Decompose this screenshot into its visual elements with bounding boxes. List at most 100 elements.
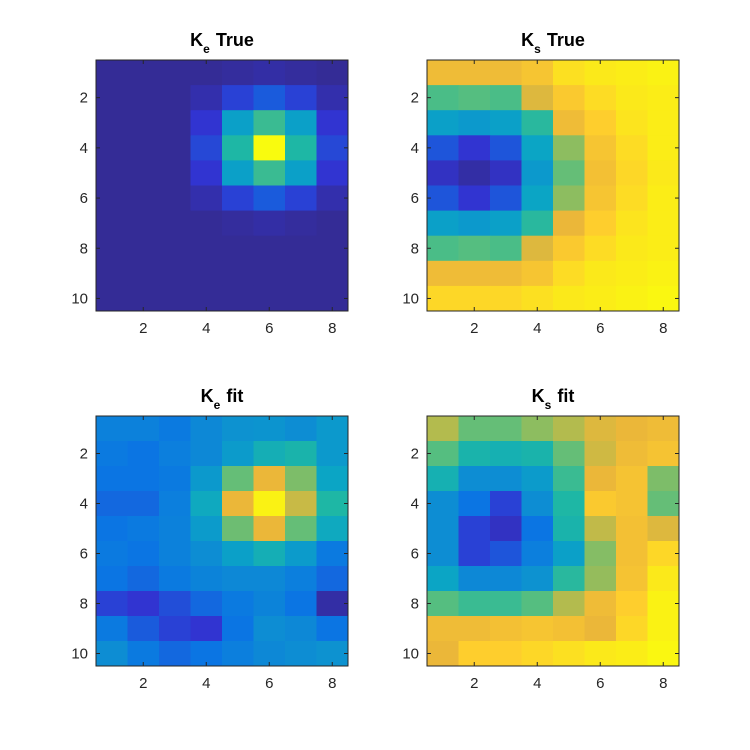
heatmap-cell <box>253 135 286 161</box>
heatmap-cell <box>553 210 585 237</box>
heatmap-cell <box>285 110 317 136</box>
heatmap-cell <box>490 416 522 442</box>
heatmap-cell <box>458 491 491 517</box>
heatmap-cell <box>458 235 491 262</box>
y-tick-label: 2 <box>80 90 88 107</box>
heatmap-cell <box>222 591 254 617</box>
heatmap-cell <box>521 60 554 86</box>
heatmap-cell <box>253 616 286 642</box>
heatmap-cell <box>584 466 617 492</box>
heatmap-cell <box>159 210 191 237</box>
heatmap-cell <box>159 160 191 186</box>
heatmap-cell <box>584 616 617 642</box>
heatmap-cell <box>222 235 254 262</box>
heatmap-cell <box>616 516 648 542</box>
heatmap-cell <box>490 441 522 467</box>
heatmap-cell <box>159 285 191 312</box>
x-tick-label: 4 <box>533 675 541 692</box>
heatmap-cell <box>285 235 317 262</box>
heatmap-cell <box>490 60 522 86</box>
heatmap-cell <box>159 516 191 542</box>
heatmap-cell <box>521 441 554 467</box>
x-tick-label: 2 <box>470 320 478 337</box>
heatmap-cell <box>96 235 128 262</box>
heatmap-cell <box>647 110 680 136</box>
heatmap-cell <box>127 210 160 237</box>
x-tick-label: 6 <box>596 675 604 692</box>
heatmap-cell <box>222 210 254 237</box>
heatmap-cell <box>647 260 680 287</box>
heatmap-cell <box>253 235 286 262</box>
heatmap-cell <box>316 110 349 136</box>
heatmap-cell <box>584 260 617 287</box>
heatmap-cell <box>647 85 680 111</box>
heatmap-cell <box>427 235 459 262</box>
heatmap-cell <box>521 516 554 542</box>
heatmap-cell <box>253 466 286 492</box>
heatmap-cell <box>253 160 286 186</box>
heatmap-cell <box>96 110 128 136</box>
heatmap-cell <box>458 516 491 542</box>
x-tick-label: 4 <box>533 320 541 337</box>
heatmap-cell <box>553 491 585 517</box>
heatmap-cell <box>96 260 128 287</box>
heatmap-cell <box>616 591 648 617</box>
heatmap-cell <box>190 591 223 617</box>
heatmap-cell <box>222 491 254 517</box>
x-tick-label: 2 <box>139 320 147 337</box>
heatmap-cell <box>96 60 128 86</box>
heatmap-cell <box>458 466 491 492</box>
heatmap-cell <box>190 566 223 592</box>
heatmap-cell <box>190 616 223 642</box>
heatmap-cell <box>159 466 191 492</box>
heatmap-cell <box>253 185 286 211</box>
heatmap-cell <box>490 185 522 211</box>
heatmap-cell <box>96 541 128 567</box>
heatmap-cell <box>190 160 223 186</box>
heatmap-cell <box>316 466 349 492</box>
heatmap-cell <box>427 441 459 467</box>
heatmap-cell <box>96 185 128 211</box>
heatmap-cell <box>127 616 160 642</box>
heatmap-cell <box>458 135 491 161</box>
y-tick-label: 4 <box>411 496 419 513</box>
heatmap-cell <box>458 541 491 567</box>
heatmap-cell <box>616 441 648 467</box>
y-tick-label: 10 <box>71 646 88 663</box>
heatmap-cell <box>222 185 254 211</box>
x-tick-label: 8 <box>328 320 336 337</box>
heatmap-cell <box>96 566 128 592</box>
heatmap-cell <box>96 210 128 237</box>
heatmap-cell <box>316 591 349 617</box>
x-tick-label: 6 <box>265 675 273 692</box>
heatmap-cell <box>553 235 585 262</box>
heatmap-cell <box>584 541 617 567</box>
y-tick-label: 10 <box>402 290 419 307</box>
heatmap-panel-2: 2 4 6 8 2 4 6 8 10 Ks True <box>402 30 680 337</box>
chart-title: Ks fit <box>532 386 575 412</box>
heatmap-cell <box>553 616 585 642</box>
heatmap-cell <box>427 566 459 592</box>
heatmap-cell <box>584 591 617 617</box>
heatmap-cell <box>521 235 554 262</box>
heatmap-cell <box>285 185 317 211</box>
heatmap-cell <box>521 85 554 111</box>
heatmap-cell <box>647 466 680 492</box>
axes-box <box>95 415 349 667</box>
heatmap-cell <box>584 491 617 517</box>
heatmap-cell <box>159 616 191 642</box>
x-tick-label: 8 <box>659 320 667 337</box>
x-tick-label: 4 <box>202 675 210 692</box>
heatmap-cell <box>316 135 349 161</box>
heatmap-cell <box>316 260 349 287</box>
heatmap-cell <box>159 60 191 86</box>
heatmap-cell <box>285 135 317 161</box>
heatmap-cell <box>190 235 223 262</box>
heatmap-cell <box>647 541 680 567</box>
heatmap-cell <box>647 591 680 617</box>
heatmap-cell <box>253 110 286 136</box>
heatmap-cell <box>616 285 648 312</box>
heatmap-cell <box>427 110 459 136</box>
heatmap-cell <box>127 466 160 492</box>
chart-title: Ke True <box>190 30 254 56</box>
